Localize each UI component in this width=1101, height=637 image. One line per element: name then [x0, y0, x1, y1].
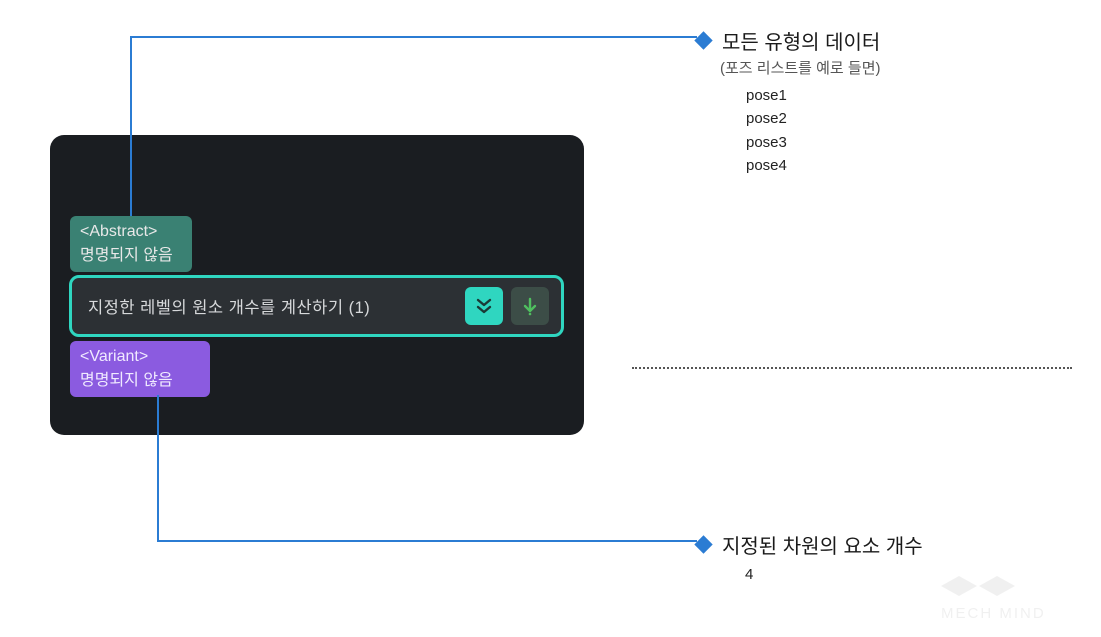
pose-item: pose1 — [746, 84, 787, 107]
dotted-separator — [632, 367, 1072, 369]
download-button[interactable] — [511, 287, 549, 325]
step-label: 지정한 레벨의 원소 개수를 계산하기 (1) — [88, 294, 457, 318]
svg-text:MECH MIND: MECH MIND — [941, 605, 1046, 622]
abstract-name: 명명되지 않음 — [80, 244, 182, 268]
variant-name: 명명되지 않음 — [80, 369, 200, 393]
step-row[interactable]: 지정한 레벨의 원소 개수를 계산하기 (1) — [69, 275, 564, 337]
pose-item: pose4 — [746, 154, 787, 177]
arrow-down-icon — [520, 296, 540, 316]
double-chevron-down-icon — [474, 296, 494, 316]
annotation-bottom-title-row: 지정된 차원의 요소 개수 — [697, 530, 923, 559]
annotation-top-title: 모든 유형의 데이터 — [722, 26, 880, 55]
variant-node[interactable]: <Variant> 명명되지 않음 — [70, 341, 210, 397]
abstract-node[interactable]: <Abstract> 명명되지 않음 — [70, 216, 192, 272]
annotation-top-subtitle: (포즈 리스트를 예로 들면) — [720, 57, 881, 78]
annotation-bottom-title: 지정된 차원의 요소 개수 — [722, 530, 923, 559]
annotation-bottom-value: 4 — [745, 566, 753, 583]
annotation-top-title-row: 모든 유형의 데이터 — [697, 26, 880, 55]
pose-item: pose2 — [746, 107, 787, 130]
watermark: MECH MIND — [941, 574, 1091, 629]
pose-item: pose3 — [746, 131, 787, 154]
expand-all-button[interactable] — [465, 287, 503, 325]
diamond-icon — [694, 31, 712, 49]
pose-list: pose1 pose2 pose3 pose4 — [746, 84, 787, 177]
diamond-icon — [694, 535, 712, 553]
abstract-tag: <Abstract> — [80, 220, 182, 244]
variant-tag: <Variant> — [80, 345, 200, 369]
